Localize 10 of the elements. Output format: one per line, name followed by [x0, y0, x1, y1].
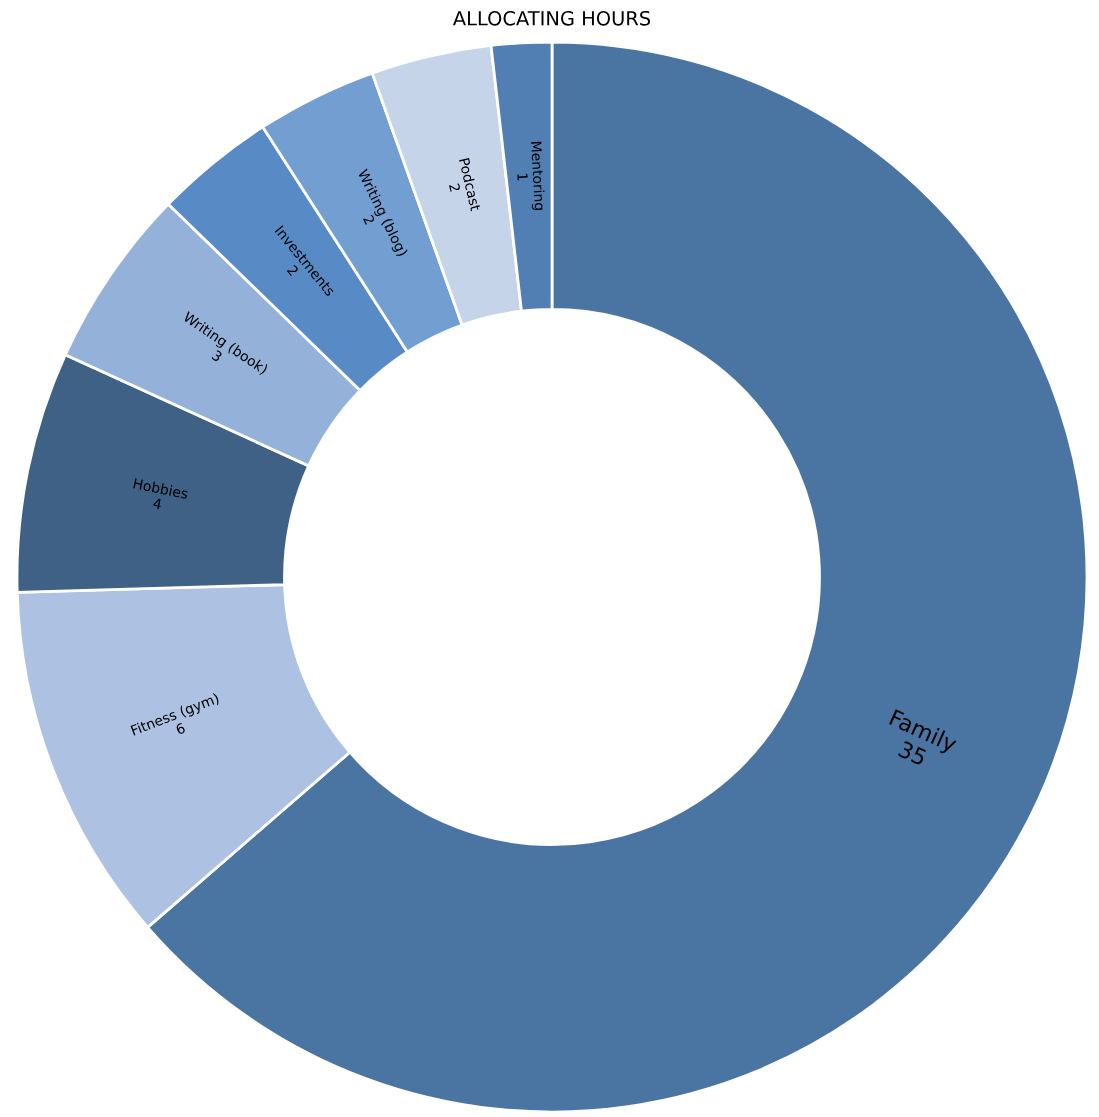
slice-label: Hobbies — [133, 477, 189, 500]
data-label: 3 — [211, 349, 223, 363]
data-label: 2 — [449, 183, 461, 192]
chart-title: ALLOCATING HOURS — [452, 10, 651, 26]
slice-label: Mentoring — [528, 141, 546, 211]
data-label: 6 — [175, 722, 186, 735]
data-label: 2 — [363, 214, 376, 225]
slice-label: Podcast — [458, 157, 482, 212]
data-label: 1 — [517, 173, 528, 181]
data-label: 4 — [152, 498, 163, 510]
